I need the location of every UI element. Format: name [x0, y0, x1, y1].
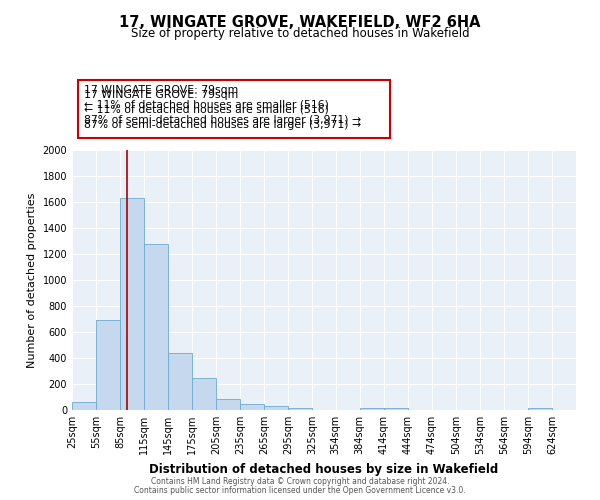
Bar: [192, 378, 216, 410]
Bar: [359, 408, 383, 410]
X-axis label: Distribution of detached houses by size in Wakefield: Distribution of detached houses by size …: [149, 462, 499, 475]
Text: 17, WINGATE GROVE, WAKEFIELD, WF2 6HA: 17, WINGATE GROVE, WAKEFIELD, WF2 6HA: [119, 15, 481, 30]
Bar: [120, 198, 144, 410]
Bar: [216, 399, 240, 410]
Bar: [72, 402, 96, 410]
Text: 17 WINGATE GROVE: 79sqm
← 11% of detached houses are smaller (516)
87% of semi-d: 17 WINGATE GROVE: 79sqm ← 11% of detache…: [84, 85, 361, 124]
Text: 17 WINGATE GROVE: 79sqm
← 11% of detached houses are smaller (516)
87% of semi-d: 17 WINGATE GROVE: 79sqm ← 11% of detache…: [84, 90, 361, 130]
Bar: [240, 404, 265, 410]
Bar: [383, 408, 408, 410]
Bar: [528, 408, 552, 410]
Bar: [265, 406, 289, 410]
Bar: [96, 320, 120, 410]
Y-axis label: Number of detached properties: Number of detached properties: [27, 192, 37, 368]
Text: Contains HM Land Registry data © Crown copyright and database right 2024.: Contains HM Land Registry data © Crown c…: [151, 477, 449, 486]
Text: Size of property relative to detached houses in Wakefield: Size of property relative to detached ho…: [131, 28, 469, 40]
Bar: [289, 408, 313, 410]
Text: Contains public sector information licensed under the Open Government Licence v3: Contains public sector information licen…: [134, 486, 466, 495]
Bar: [144, 244, 168, 410]
Bar: [168, 354, 192, 410]
